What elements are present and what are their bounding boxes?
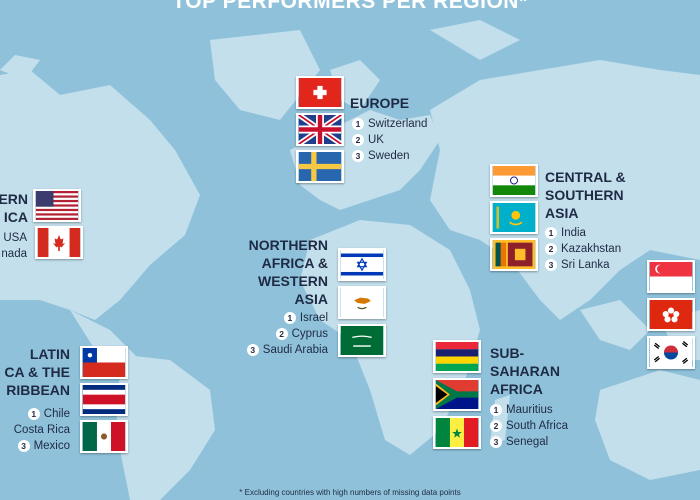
rank-badge: 1: [545, 227, 557, 239]
region-title-line: ASIA: [294, 291, 328, 307]
region-title-line: LATIN: [29, 346, 70, 362]
region-title-line: SAHARAN: [490, 363, 560, 379]
india-flag-icon: [490, 164, 538, 197]
sri-lanka-flag-icon: [490, 238, 538, 271]
footnote: * Excluding countries with high numbers …: [239, 488, 461, 497]
country-name: Mexico: [33, 440, 70, 452]
country-name: Costa Rica: [13, 424, 70, 436]
region-title-line: WESTERN: [258, 273, 328, 289]
rank-badge: 2: [275, 328, 288, 340]
cyprus-flag-icon: [338, 286, 386, 319]
senegal-flag-icon: [433, 416, 481, 449]
country-name: USA: [3, 232, 27, 244]
list-item: 3 Sweden: [352, 148, 427, 164]
country-name: Sweden: [368, 150, 410, 162]
rank-badge: 1: [27, 408, 40, 420]
rank-badge: 3: [17, 440, 30, 452]
list-item: 1 Chile: [14, 406, 70, 422]
region-title-nafrica-wasia: NORTHERN AFRICA & WESTERN ASIA: [220, 236, 328, 308]
region-title-line: NORTHERN: [248, 237, 328, 253]
rank-badge: 2: [545, 243, 557, 255]
country-name: Kazakhstan: [561, 243, 622, 255]
latin-america-country-list: 1 Chile Costa Rica 3 Mexico: [14, 406, 70, 454]
region-title-line: AFRICA: [490, 381, 543, 397]
mauritius-flag-icon: [433, 340, 481, 373]
list-item: 1 Mauritius: [490, 402, 568, 418]
region-title-line: CENTRAL &: [545, 169, 626, 185]
country-name: Switzerland: [368, 118, 428, 130]
list-item: 3 Senegal: [490, 434, 568, 450]
list-item: 3 Saudi Arabia: [246, 342, 328, 358]
rank-badge: 2: [490, 420, 502, 432]
list-item: 2 Kazakhstan: [545, 241, 621, 257]
country-name: Chile: [43, 408, 70, 420]
rank-badge: 1: [352, 118, 364, 130]
ssa-country-list: 1 Mauritius 2 South Africa 3 Senegal: [490, 402, 568, 450]
country-name: Cyprus: [291, 328, 328, 340]
usa-flag-icon: [33, 189, 81, 222]
country-name: South Africa: [506, 420, 569, 432]
region-title-europe: EUROPE: [350, 95, 410, 111]
rank-badge: 1: [283, 312, 296, 324]
region-title-line: RIBBEAN: [6, 382, 70, 398]
list-item: 2 South Africa: [490, 418, 568, 434]
hong-kong-flag-icon: [647, 298, 695, 331]
list-item: 2 UK: [352, 132, 427, 148]
sweden-flag-icon: [296, 150, 344, 183]
nafrica-wasia-country-list: 1 Israel 2 Cyprus 3 Saudi Arabia: [246, 310, 328, 358]
costa-rica-flag-icon: [80, 383, 128, 416]
country-name: UK: [368, 134, 384, 146]
region-title-line: CA & THE: [4, 364, 70, 380]
europe-country-list: 1 Switzerland 2 UK 3 Sweden: [352, 116, 427, 164]
mexico-flag-icon: [80, 420, 128, 453]
rank-badge: 3: [352, 150, 364, 162]
country-name: nada: [1, 248, 27, 260]
country-name: Mauritius: [506, 404, 553, 416]
singapore-flag-icon: [647, 260, 695, 293]
region-title-central-southern-asia: CENTRAL & SOUTHERN ASIA: [545, 168, 626, 222]
israel-flag-icon: [338, 248, 386, 281]
canada-flag-icon: [35, 226, 83, 259]
region-title-line: AFRICA &: [261, 255, 328, 271]
region-title-north-america: ERN ICA: [0, 190, 28, 226]
south-korea-flag-icon: [647, 336, 695, 369]
region-title-ssa: SUB- SAHARAN AFRICA: [490, 344, 560, 398]
north-america-country-list: USA nada: [1, 230, 27, 262]
rank-badge: 1: [490, 404, 502, 416]
list-item: nada: [1, 246, 27, 262]
region-title-line: SOUTHERN: [545, 187, 624, 203]
switzerland-flag-icon: [296, 76, 344, 109]
country-name: Israel: [299, 312, 328, 324]
country-name: India: [561, 227, 586, 239]
central-southern-asia-country-list: 1 India 2 Kazakhstan 3 Sri Lanka: [545, 225, 621, 273]
chile-flag-icon: [80, 346, 128, 379]
south-africa-flag-icon: [433, 378, 481, 411]
list-item: Costa Rica: [14, 422, 70, 438]
list-item: 3 Mexico: [14, 438, 70, 454]
rank-badge: 2: [352, 134, 364, 146]
country-name: Saudi Arabia: [262, 344, 328, 356]
list-item: 1 India: [545, 225, 621, 241]
saudi-arabia-flag-icon: [338, 324, 386, 357]
list-item: 2 Cyprus: [247, 326, 328, 342]
region-title-latin-america: LATIN CA & THE RIBBEAN: [0, 345, 70, 399]
region-title-line: ERN: [0, 191, 28, 207]
uk-flag-icon: [296, 113, 344, 146]
region-title-line: SUB-: [490, 345, 525, 361]
list-item: 1 Switzerland: [352, 116, 427, 132]
list-item: 3 Sri Lanka: [545, 257, 621, 273]
region-title-line: ICA: [3, 209, 28, 225]
list-item: USA: [1, 230, 27, 246]
kazakhstan-flag-icon: [490, 201, 538, 234]
country-name: Senegal: [506, 436, 549, 448]
list-item: 1 Israel: [247, 310, 328, 326]
rank-badge: 3: [490, 436, 502, 448]
region-title-line: ASIA: [545, 205, 579, 221]
rank-badge: 3: [246, 344, 259, 356]
page-title: TOP PERFORMERS PER REGION*: [172, 0, 528, 13]
rank-badge: 3: [545, 259, 557, 271]
country-name: Sri Lanka: [561, 259, 610, 271]
